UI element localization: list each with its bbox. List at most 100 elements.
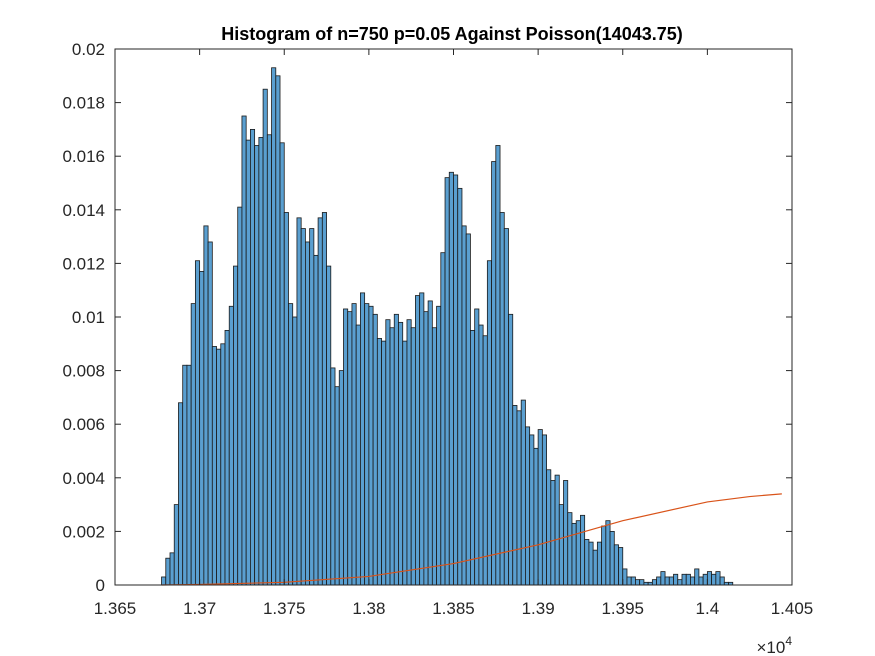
histogram-bar	[334, 386, 340, 586]
histogram-bar	[402, 340, 408, 586]
histogram-bar	[482, 335, 488, 586]
y-tick-label: 0	[96, 576, 105, 595]
histogram-bar	[694, 568, 700, 586]
exponent-power: 4	[785, 634, 792, 648]
x-axis-exponent: ×104	[756, 634, 792, 656]
histogram-bar	[690, 576, 696, 586]
histogram-bar	[554, 474, 560, 586]
histogram-bar	[567, 512, 573, 586]
y-tick-label: 0.006	[62, 415, 105, 434]
histogram-bar	[228, 305, 234, 586]
y-tick-label: 0.018	[62, 94, 105, 113]
histogram-bar	[563, 480, 569, 586]
y-tick-label: 0.016	[62, 147, 105, 166]
histogram-bar	[520, 399, 526, 586]
histogram-bar	[249, 128, 256, 586]
histogram-bar	[618, 547, 624, 586]
x-tick-label: 1.37	[183, 599, 216, 618]
histogram-bar	[393, 313, 399, 586]
histogram-bar	[668, 576, 674, 586]
x-tick-label: 1.4	[696, 599, 720, 618]
x-tick-label: 1.375	[263, 599, 306, 618]
histogram-bar	[635, 579, 641, 586]
histogram-bar	[533, 447, 539, 586]
histogram-bar	[313, 254, 319, 586]
x-tick-label: 1.385	[432, 599, 475, 618]
x-tick-label: 1.38	[352, 599, 385, 618]
histogram-bar	[529, 434, 535, 586]
histogram-bar	[601, 525, 607, 586]
histogram-bar	[512, 405, 518, 586]
y-tick-label: 0.008	[62, 362, 105, 381]
histogram-bar	[541, 434, 547, 586]
histogram-bar	[571, 522, 577, 586]
histogram-bar	[626, 576, 632, 586]
histogram-bar	[651, 579, 657, 586]
histogram-bar	[288, 303, 294, 586]
histogram-bar	[385, 319, 391, 586]
histogram-bar	[440, 252, 446, 586]
histogram-bar	[173, 504, 179, 586]
histogram-bar	[347, 311, 353, 586]
histogram-bar	[499, 212, 505, 586]
histogram-bar	[262, 88, 268, 586]
histogram-bar	[580, 514, 586, 586]
histogram-bar	[419, 292, 425, 586]
histogram-bar	[194, 260, 201, 586]
histogram-bar	[609, 531, 615, 586]
histogram-bar	[233, 265, 239, 586]
histogram-bar	[470, 329, 476, 586]
histogram-bar	[546, 469, 552, 586]
y-tick-label: 0.004	[62, 469, 105, 488]
histogram-bar	[203, 225, 209, 586]
histogram-bar	[178, 402, 184, 586]
histogram-bar	[453, 174, 459, 586]
histogram-bar	[715, 571, 721, 586]
y-tick-label: 0.012	[62, 254, 105, 273]
histogram-bar	[216, 348, 222, 586]
histogram-bar	[368, 305, 374, 586]
histogram-bar	[241, 115, 247, 586]
histogram-bar	[550, 480, 556, 586]
histogram-bar	[245, 139, 251, 586]
histogram-bar	[237, 206, 243, 586]
histogram-bar	[254, 145, 260, 586]
histogram-bar	[431, 327, 437, 586]
histogram-bar	[503, 228, 509, 586]
histogram-bar	[588, 541, 594, 586]
histogram-bar	[169, 552, 175, 586]
histogram-bar	[406, 319, 412, 586]
histogram-bar	[182, 364, 188, 586]
x-tick-label: 1.39	[522, 599, 555, 618]
poisson-curve	[161, 493, 782, 586]
histogram-bar	[630, 576, 636, 586]
histogram-bar	[495, 145, 501, 586]
x-tick-label: 1.395	[601, 599, 644, 618]
histogram-bar	[685, 573, 691, 586]
exponent-multiplier: ×	[756, 638, 766, 656]
histogram-bar	[279, 142, 285, 586]
histogram-bar	[326, 265, 332, 586]
histogram-bar	[296, 217, 302, 586]
histogram-bar	[415, 295, 421, 586]
histogram-bar	[706, 571, 713, 586]
histogram-bar	[673, 573, 679, 586]
histogram-bar	[372, 313, 378, 586]
histogram-bar	[596, 541, 602, 586]
histogram-bar	[266, 134, 272, 586]
histogram-bar	[508, 313, 514, 586]
x-tick-label: 1.365	[94, 599, 137, 618]
histogram-bar	[351, 303, 357, 586]
histogram-bar	[381, 340, 387, 586]
histogram-bar	[478, 324, 484, 586]
histogram-bar	[364, 303, 370, 586]
histogram-bar	[410, 327, 416, 586]
histogram-bar	[161, 576, 167, 586]
histogram-bar	[330, 367, 336, 586]
histogram-bar	[389, 327, 395, 586]
histogram-bar	[376, 338, 382, 586]
chart-title: Histogram of n=750 p=0.05 Against Poisso…	[221, 24, 683, 44]
histogram-bar	[719, 576, 725, 586]
histogram-bar	[271, 67, 277, 586]
histogram-bar	[516, 410, 522, 586]
